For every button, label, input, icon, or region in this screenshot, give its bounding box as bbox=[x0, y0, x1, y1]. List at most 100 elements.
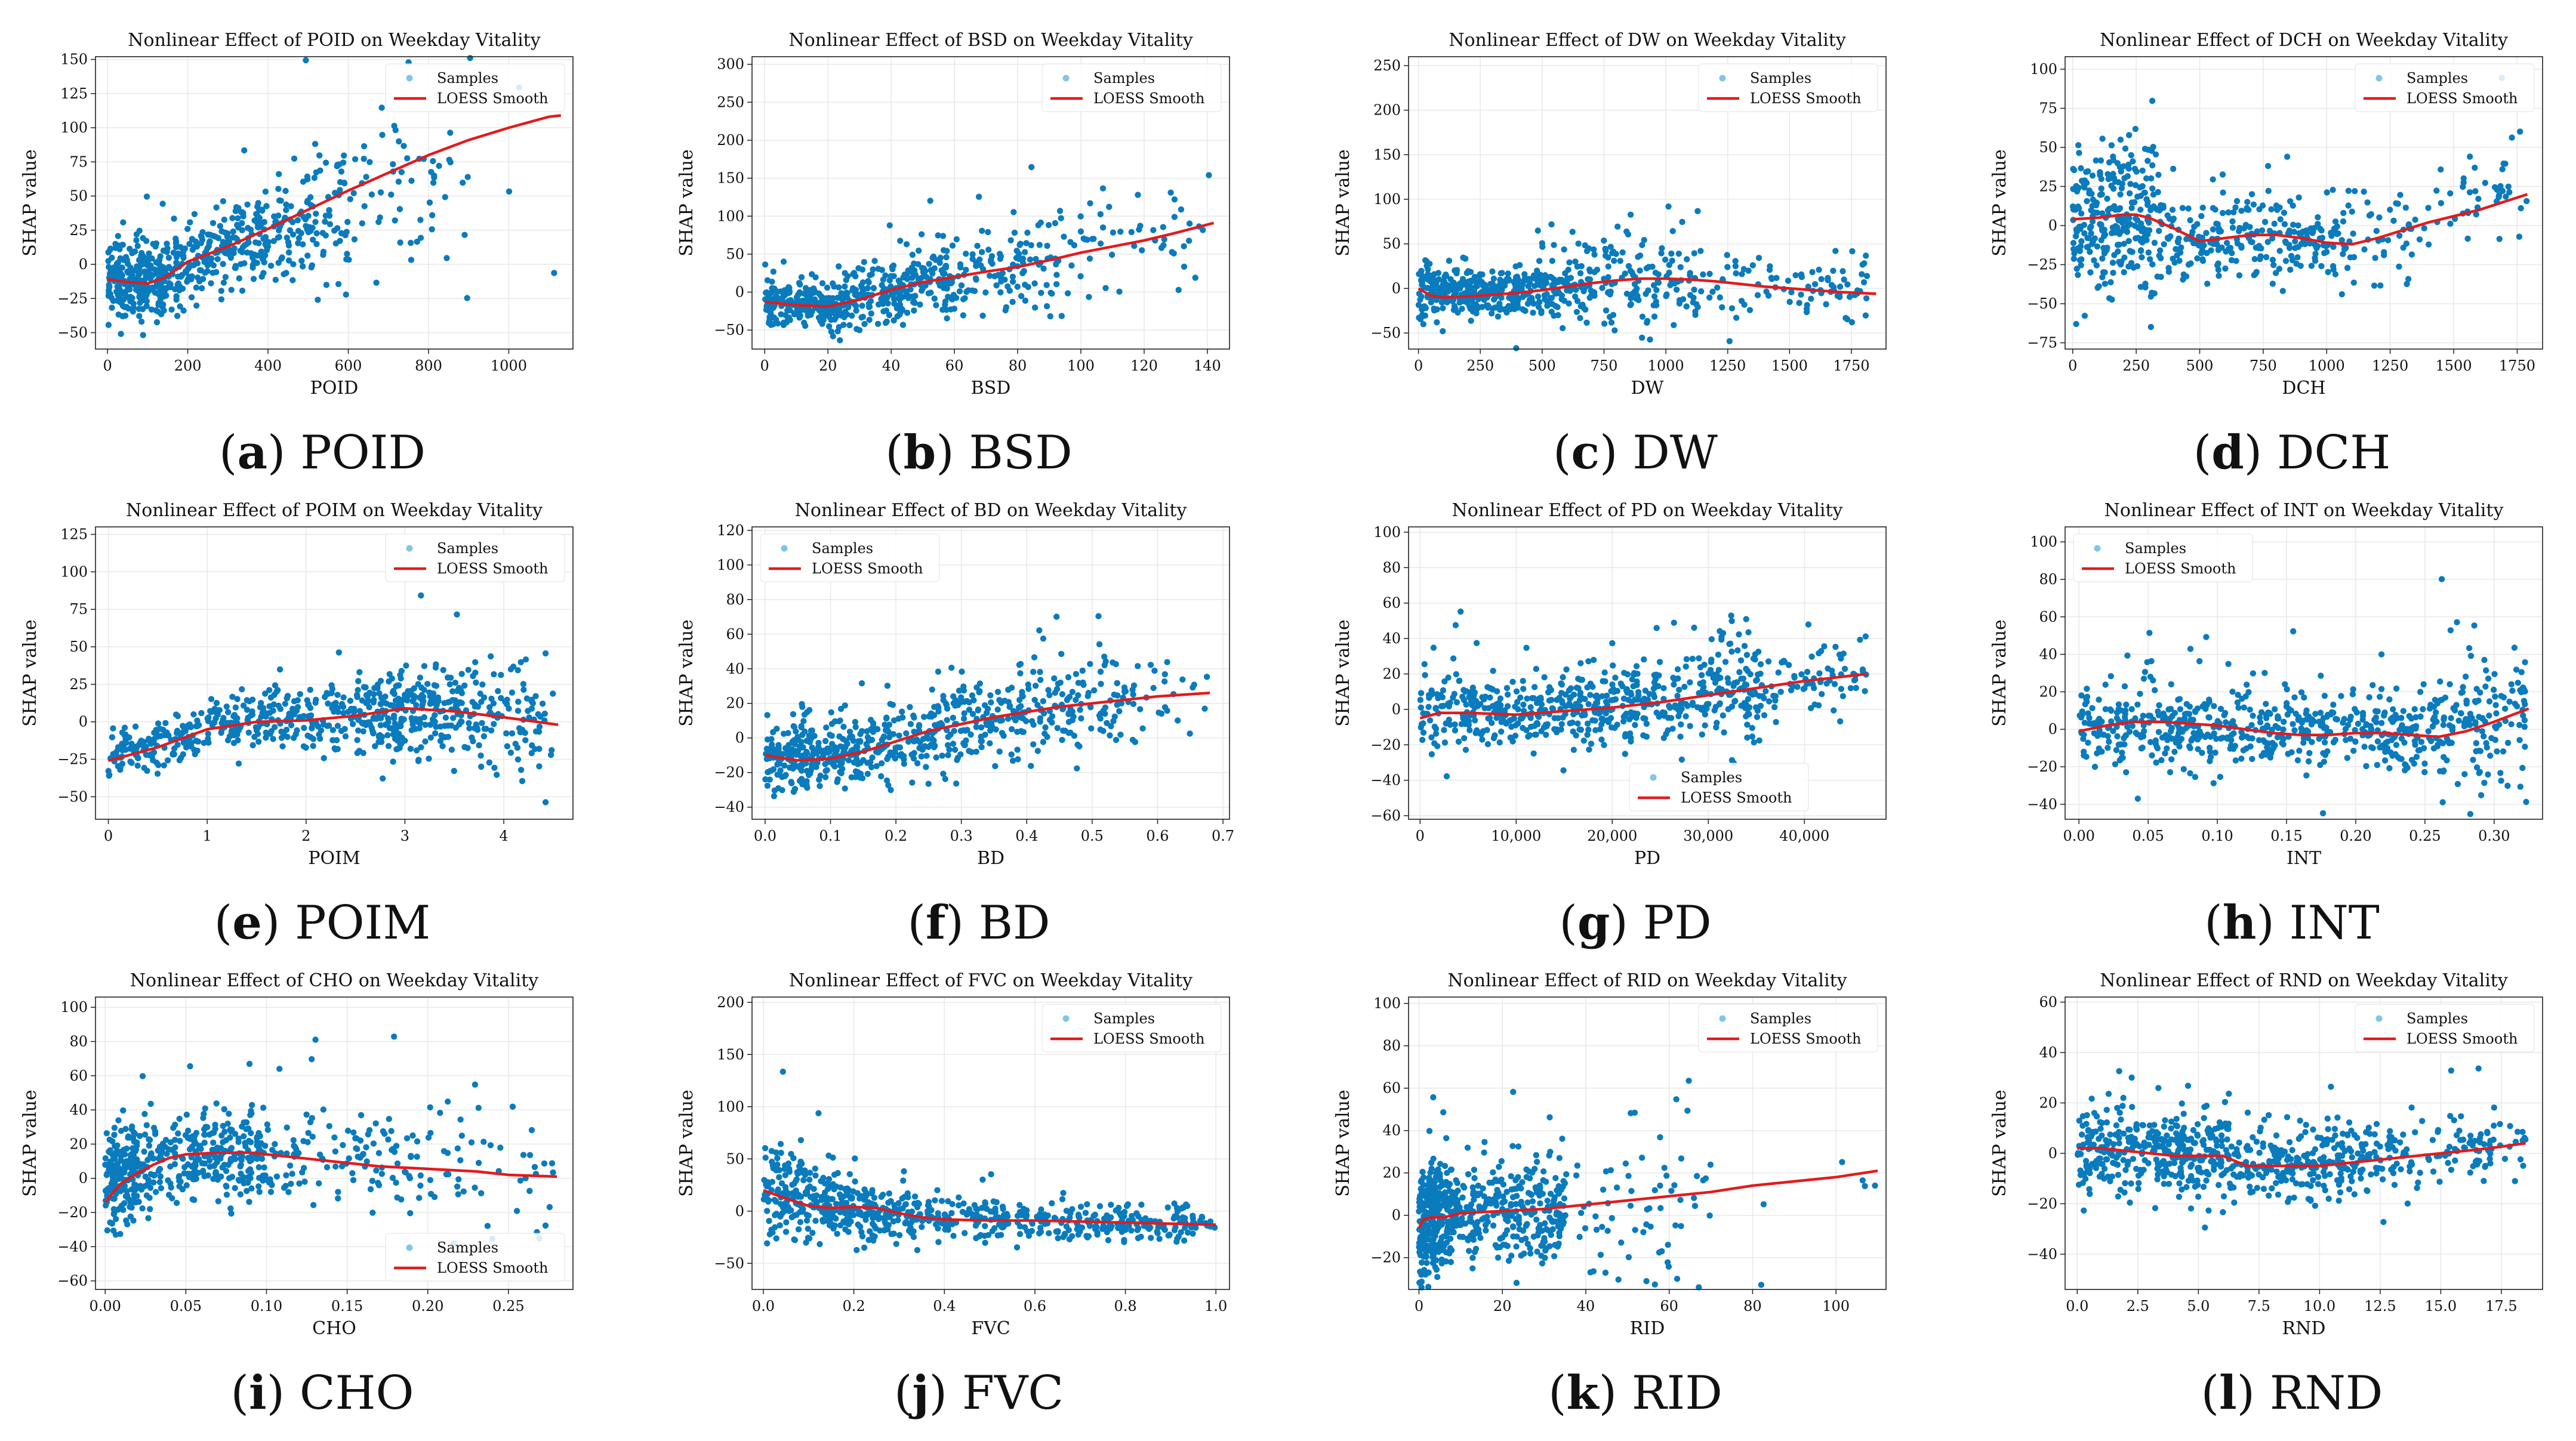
scatter-point bbox=[982, 289, 989, 296]
scatter-point bbox=[509, 689, 516, 696]
scatter-point bbox=[1738, 675, 1745, 682]
scatter-point bbox=[763, 745, 771, 752]
scatter-point bbox=[916, 723, 922, 730]
scatter-point bbox=[2217, 228, 2224, 234]
scatter-point bbox=[870, 723, 877, 730]
scatter-point bbox=[2292, 238, 2298, 245]
scatter-point bbox=[1830, 283, 1837, 291]
scatter-point bbox=[1459, 306, 1465, 312]
panel-g: Nonlinear Effect of PD on Weekday Vitali… bbox=[1333, 500, 1887, 950]
scatter-point bbox=[370, 699, 377, 706]
scatter-point bbox=[2244, 205, 2250, 211]
scatter-point bbox=[944, 717, 950, 724]
scatter-point bbox=[1073, 671, 1080, 677]
scatter-point bbox=[1622, 731, 1629, 738]
scatter-point bbox=[918, 753, 925, 760]
scatter-point bbox=[1030, 721, 1037, 728]
scatter-point bbox=[1432, 705, 1439, 711]
scatter-point bbox=[981, 702, 988, 709]
scatter-point bbox=[1842, 314, 1849, 322]
scatter-point bbox=[294, 697, 301, 703]
scatter-point bbox=[1518, 285, 1525, 292]
scatter-point bbox=[2286, 227, 2293, 234]
scatter-point bbox=[883, 714, 890, 721]
scatter-point bbox=[2310, 229, 2316, 235]
x-tick-label: 0.6 bbox=[1146, 828, 1169, 844]
scatter-point bbox=[917, 301, 923, 308]
scatter-point bbox=[454, 702, 460, 708]
scatter-point bbox=[467, 55, 473, 61]
scatter-point bbox=[1542, 721, 1549, 728]
scatter-point bbox=[1560, 767, 1567, 774]
scatter-point bbox=[1088, 725, 1095, 732]
scatter-point bbox=[1548, 308, 1555, 315]
scatter-point bbox=[1114, 680, 1120, 687]
scatter-point bbox=[2499, 166, 2506, 172]
scatter-point bbox=[973, 276, 979, 283]
scatter-point bbox=[1674, 666, 1681, 672]
scatter-point bbox=[1023, 240, 1030, 246]
scatter-point bbox=[1725, 706, 1731, 712]
scatter-point bbox=[415, 757, 422, 763]
scatter-point bbox=[830, 280, 836, 287]
scatter-point bbox=[1656, 659, 1663, 665]
scatter-point bbox=[340, 709, 347, 717]
scatter-point bbox=[1677, 733, 1684, 740]
scatter-point bbox=[1529, 695, 1536, 702]
scatter-point bbox=[1623, 687, 1630, 694]
scatter-point bbox=[1028, 763, 1034, 769]
scatter-point bbox=[1473, 310, 1480, 317]
scatter-point bbox=[2292, 245, 2298, 251]
scatter-point bbox=[418, 592, 424, 599]
scatter-point bbox=[842, 702, 849, 709]
scatter-point bbox=[216, 706, 223, 714]
scatter-point bbox=[184, 278, 190, 285]
scatter-point bbox=[1139, 725, 1146, 732]
scatter-point bbox=[1496, 702, 1503, 709]
scatter-point bbox=[1040, 266, 1047, 272]
scatter-point bbox=[824, 308, 831, 315]
scatter-point bbox=[303, 744, 309, 751]
scatter-point bbox=[857, 739, 864, 745]
scatter-point bbox=[220, 261, 226, 267]
scatter-point bbox=[426, 755, 432, 762]
scatter-point bbox=[1514, 273, 1521, 280]
scatter-point bbox=[1577, 726, 1585, 733]
scatter-point bbox=[2137, 248, 2144, 254]
scatter-point bbox=[2088, 190, 2095, 197]
scatter-point bbox=[334, 723, 341, 729]
scatter-point bbox=[320, 248, 327, 255]
scatter-point bbox=[432, 718, 438, 725]
scatter-point bbox=[1160, 224, 1167, 230]
scatter-point bbox=[1711, 707, 1718, 714]
scatter-point bbox=[1552, 290, 1559, 297]
scatter-point bbox=[1044, 242, 1050, 249]
scatter-point bbox=[1683, 713, 1689, 720]
scatter-point bbox=[2421, 225, 2427, 232]
scatter-point bbox=[1521, 271, 1528, 277]
scatter-point bbox=[2364, 199, 2371, 206]
scatter-point bbox=[1113, 736, 1120, 743]
scatter-point bbox=[2261, 218, 2269, 226]
scatter-point bbox=[890, 317, 897, 324]
scatter-point bbox=[879, 282, 885, 289]
scatter-point bbox=[307, 712, 315, 719]
scatter-point bbox=[1668, 715, 1675, 721]
scatter-point bbox=[232, 704, 239, 711]
scatter-point bbox=[1651, 293, 1658, 300]
scatter-point bbox=[1611, 327, 1618, 334]
scatter-point bbox=[301, 724, 307, 732]
x-axis-label: BSD bbox=[971, 378, 1011, 399]
scatter-point bbox=[2121, 224, 2127, 231]
scatter-point bbox=[1030, 741, 1037, 748]
y-tick-label: 150 bbox=[1373, 146, 1401, 163]
x-tick-label: 60 bbox=[945, 357, 964, 374]
scatter-point bbox=[517, 659, 524, 666]
x-tick-label: 0.3 bbox=[950, 828, 973, 844]
scatter-point bbox=[1728, 305, 1736, 311]
scatter-point bbox=[1707, 666, 1714, 674]
scatter-point bbox=[909, 779, 916, 786]
scatter-point bbox=[916, 745, 923, 751]
scatter-series bbox=[105, 592, 556, 806]
scatter-point bbox=[1192, 274, 1198, 281]
